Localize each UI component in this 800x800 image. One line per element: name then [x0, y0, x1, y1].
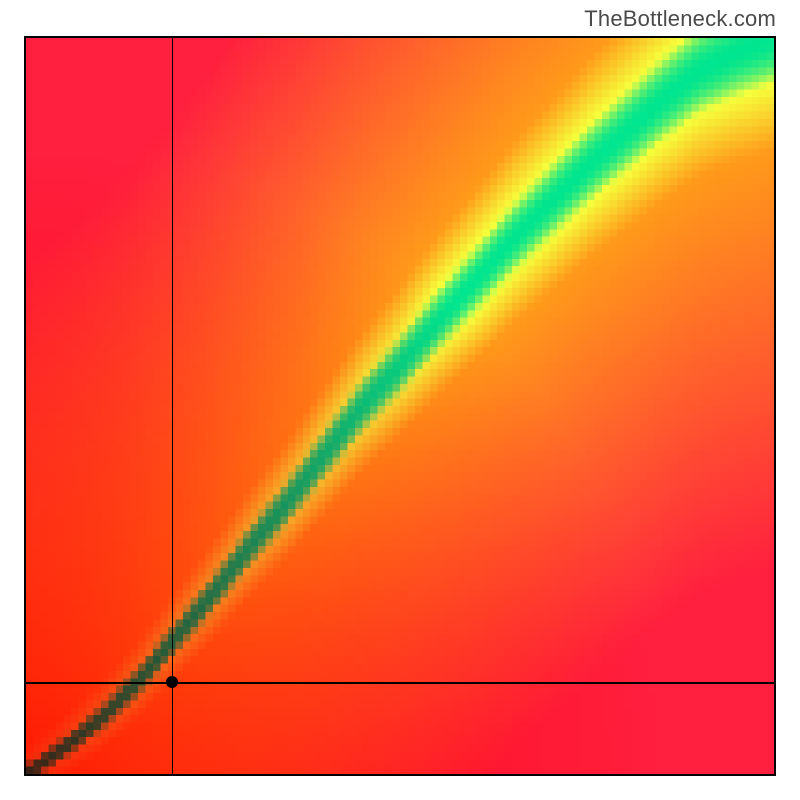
- heatmap-canvas: [26, 38, 774, 774]
- crosshair-vertical: [172, 38, 174, 774]
- crosshair-horizontal: [26, 682, 774, 684]
- marker-dot: [166, 676, 178, 688]
- chart-wrapper: TheBottleneck.com: [0, 0, 800, 800]
- watermark-text: TheBottleneck.com: [584, 6, 776, 32]
- plot-area: [24, 36, 776, 776]
